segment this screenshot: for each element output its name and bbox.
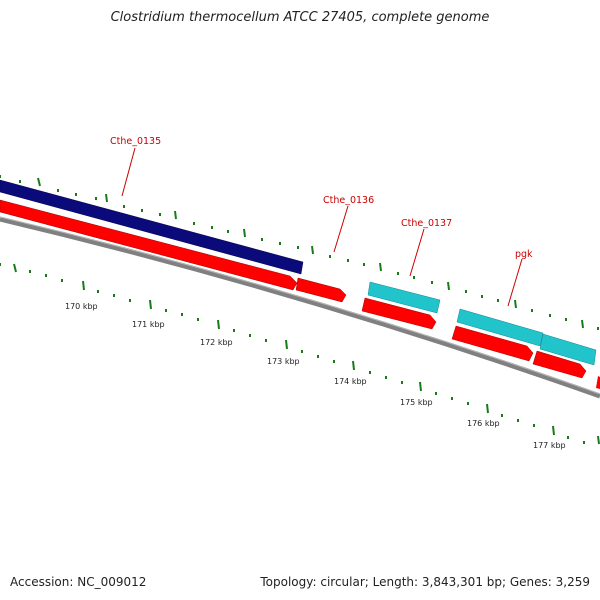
cds-arrow-cthe-0135[interactable] [0, 199, 298, 291]
connector-pgk [507, 258, 523, 307]
scale-label: 170 kbp [65, 302, 98, 311]
backbone-line [0, 216, 600, 399]
feature-bar-cthe-0137[interactable] [367, 281, 441, 314]
cds-arrow-next-gene[interactable] [532, 350, 587, 379]
cds-arrow-cthe-0136[interactable] [295, 277, 347, 303]
backbone-highlight [0, 216, 600, 395]
accession-text: Accession: NC_009012 [10, 575, 147, 589]
scale-label: 171 kbp [132, 320, 165, 329]
scale-label: 176 kbp [467, 419, 500, 428]
cds-arrow-cthe-0137[interactable] [361, 297, 437, 330]
scale-label: 173 kbp [267, 357, 300, 366]
feature-bar-cthe-0135[interactable] [0, 179, 304, 275]
map-title: Clostridium thermocellum ATCC 27405, com… [110, 10, 490, 25]
gene-label-pgk[interactable]: pgk [515, 249, 533, 260]
scale-label: 177 kbp [533, 441, 566, 450]
connector-cthe-0136 [333, 205, 349, 253]
cds-arrow-edge[interactable] [596, 376, 600, 389]
connector-cthe-0135 [121, 147, 136, 197]
connector-cthe-0137 [409, 228, 425, 277]
feature-bar-pgk[interactable] [456, 308, 544, 347]
scale-label: 174 kbp [334, 377, 367, 386]
scale-label: 172 kbp [200, 338, 233, 347]
scale-label: 175 kbp [400, 398, 433, 407]
gene-label-cthe-0136[interactable]: Cthe_0136 [323, 195, 374, 206]
gene-label-cthe-0135[interactable]: Cthe_0135 [110, 136, 161, 147]
feature-bar-next-gene[interactable] [539, 333, 597, 366]
gene-label-cthe-0137[interactable]: Cthe_0137 [401, 218, 452, 229]
topology-summary-text: Topology: circular; Length: 3,843,301 bp… [260, 575, 590, 589]
inner-tick-row [0, 263, 600, 445]
label-connectors [121, 147, 523, 307]
outer-tick-row [0, 175, 599, 330]
cds-arrow-pgk[interactable] [451, 325, 534, 362]
